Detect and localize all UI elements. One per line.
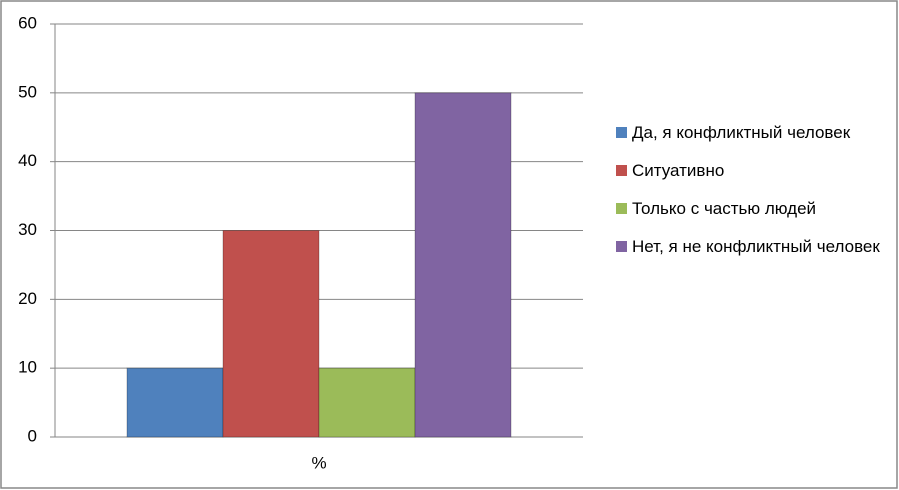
bar	[126, 367, 224, 438]
y-tick-label: 20	[18, 289, 37, 308]
legend-item: Да, я конфликтный человек	[612, 120, 882, 146]
legend: Да, я конфликтный человек Ситуативно Тольк…	[612, 120, 882, 272]
legend-item: Нет, я не конфликтный человек	[612, 234, 882, 260]
legend-item: Только с частью людей	[612, 196, 882, 222]
bar	[222, 230, 320, 438]
x-tick-label: %	[311, 453, 326, 472]
y-tick-label: 40	[18, 151, 37, 170]
y-tick-label: 10	[18, 358, 37, 377]
y-tick-label: 30	[18, 220, 37, 239]
bar	[414, 92, 512, 438]
y-tick-label: 0	[28, 426, 37, 445]
legend-label: Только с частью людей	[632, 199, 817, 218]
legend-label: Ситуативно	[632, 161, 725, 180]
legend-swatch	[616, 203, 627, 214]
legend-swatch	[616, 241, 627, 252]
legend-label: Нет, я не конфликтный человек	[632, 237, 880, 256]
y-tick-label: 60	[18, 13, 37, 32]
legend-swatch	[616, 127, 627, 138]
y-tick-label: 50	[18, 82, 37, 101]
legend-swatch	[616, 165, 627, 176]
legend-item: Ситуативно	[612, 158, 882, 184]
legend-label: Да, я конфликтный человек	[632, 123, 851, 142]
bar	[318, 367, 416, 438]
